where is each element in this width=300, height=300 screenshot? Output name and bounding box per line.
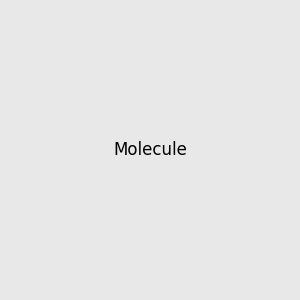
Text: Molecule: Molecule	[113, 141, 187, 159]
